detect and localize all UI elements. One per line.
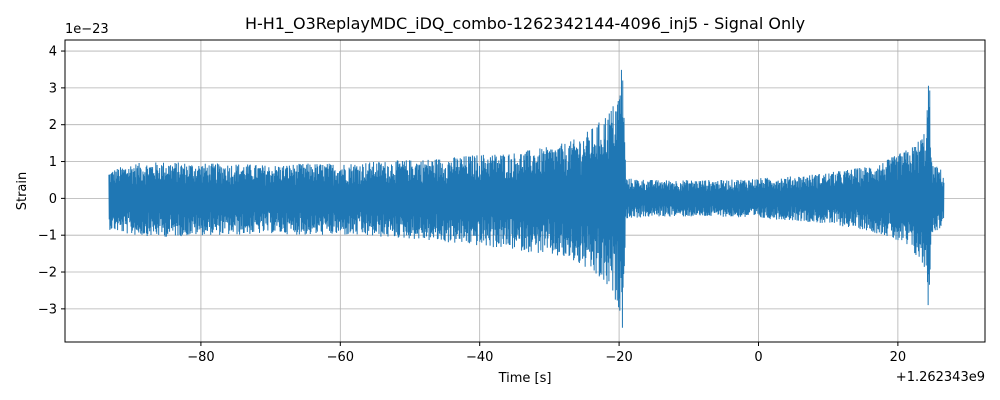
x-tick-label: −80 bbox=[187, 350, 214, 365]
signal-series bbox=[108, 69, 945, 328]
x-offset-label: +1.262343e9 bbox=[896, 370, 985, 385]
x-tick-label: −40 bbox=[466, 350, 493, 365]
y-tick-label: 1 bbox=[49, 155, 57, 170]
signal-line bbox=[108, 69, 945, 328]
x-axis-label: Time [s] bbox=[498, 371, 552, 386]
plot-frame bbox=[64, 39, 986, 343]
y-tick-label: −1 bbox=[38, 229, 57, 244]
y-tick-label: 4 bbox=[49, 45, 57, 60]
y-axis-label: Strain bbox=[15, 172, 30, 211]
y-tick-label: 0 bbox=[49, 192, 57, 207]
y-axis: −3 −2 −1 0 1 2 3 4 bbox=[38, 45, 65, 317]
chart-title: H-H1_O3ReplayMDC_iDQ_combo-1262342144-40… bbox=[245, 14, 805, 34]
y-tick-label: −2 bbox=[38, 266, 57, 281]
x-tick-label: 20 bbox=[890, 350, 907, 365]
y-tick-label: −3 bbox=[38, 302, 57, 317]
y-scale-label: 1e−23 bbox=[65, 22, 109, 37]
y-tick-label: 3 bbox=[49, 81, 57, 96]
x-tick-label: −60 bbox=[327, 350, 354, 365]
x-axis: −80 −60 −40 −20 0 20 bbox=[187, 342, 906, 365]
x-tick-label: −20 bbox=[605, 350, 632, 365]
x-tick-label: 0 bbox=[754, 350, 762, 365]
y-tick-label: 2 bbox=[49, 118, 57, 133]
